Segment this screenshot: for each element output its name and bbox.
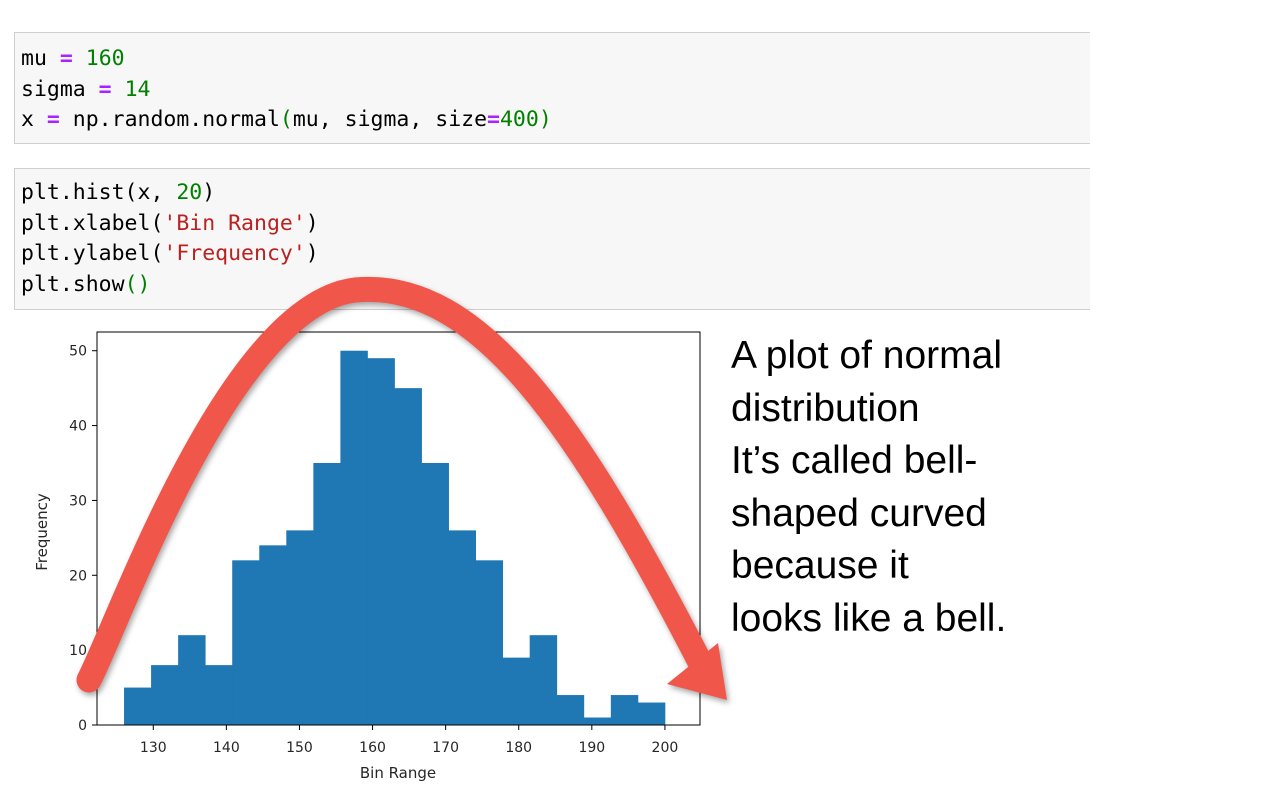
y-axis-label: Frequency: [33, 493, 51, 571]
y-axis-ticks: 0 10 20 30 40 50: [69, 344, 97, 734]
histogram-bar: [502, 657, 531, 725]
code-token: np.random.normal: [59, 107, 280, 132]
histogram-bar: [556, 695, 585, 725]
histogram-bar: [232, 560, 260, 725]
annotation-line: A plot of normal: [731, 334, 1002, 377]
code-token: 14: [124, 76, 151, 102]
code-token: =: [487, 107, 500, 132]
annotation-line: shaped curved: [731, 491, 987, 535]
y-tick-label: 20: [69, 568, 87, 584]
code-token: =: [59, 46, 73, 71]
annotation-line: looks like a bell.: [731, 596, 1007, 640]
histogram-bar: [340, 350, 368, 725]
code-line: plt.show(): [21, 270, 1090, 301]
x-tick-label: 140: [213, 740, 240, 756]
code-token: 160: [85, 46, 125, 71]
code-token: ): [538, 107, 552, 132]
x-tick-label: 170: [432, 740, 459, 756]
code-token: plt.ylabel(: [21, 241, 164, 266]
histogram-chart: 130 140 150 160 170 180 190 200 0 10 20 30 40 50 Bin…: [33, 331, 701, 782]
code-token: mu: [21, 46, 60, 71]
code-cell-1[interactable]: mu = 160 sigma = 14 x = np.random.normal(m…: [14, 32, 1090, 144]
histogram-bar: [475, 560, 504, 725]
code-token: (: [279, 107, 293, 132]
y-tick-label: 30: [69, 493, 87, 509]
x-tick-label: 130: [140, 740, 167, 756]
code-line: plt.hist(x, 20): [21, 178, 1090, 209]
code-token: (): [124, 271, 151, 297]
x-tick-label: 190: [578, 740, 605, 756]
code-line: mu = 160: [21, 44, 1090, 75]
code-token: [73, 46, 86, 71]
code-line: plt.ylabel('Frequency'): [21, 239, 1090, 270]
annotation-text: A plot of normal distribution It’s called …: [731, 330, 1251, 645]
code-token: ): [305, 210, 319, 236]
code-token: plt.xlabel(: [21, 210, 164, 236]
code-token: plt.hist(x,: [21, 180, 177, 205]
x-tick-label: 160: [359, 740, 386, 756]
y-tick-label: 0: [78, 718, 87, 734]
code-line: x = np.random.normal(mu, sigma, size=400…: [21, 105, 1090, 136]
y-tick-label: 50: [69, 344, 87, 360]
code-token: sigma: [21, 76, 99, 102]
histogram-bar: [610, 695, 639, 725]
histogram-bar: [394, 388, 422, 725]
code-token: 400: [499, 107, 539, 132]
code-cell-2[interactable]: plt.hist(x, 20) plt.xlabel('Bin Range') pl…: [14, 168, 1090, 310]
code-token: ): [202, 180, 216, 205]
code-token: [112, 77, 125, 102]
histogram-bar: [313, 463, 341, 725]
histogram-bar: [367, 358, 395, 725]
histogram-bar: [178, 635, 206, 725]
code-token: =: [46, 107, 60, 132]
histogram-bar: [124, 687, 152, 725]
code-token: =: [98, 76, 112, 102]
annotation-line: because it: [731, 544, 909, 587]
x-tick-label: 150: [286, 740, 313, 756]
code-token: mu, sigma, size: [292, 107, 488, 132]
x-tick-label: 200: [652, 740, 679, 756]
histogram-bar: [151, 665, 179, 725]
annotation-line: distribution: [731, 386, 920, 430]
histogram-bar: [529, 635, 558, 725]
y-tick-label: 40: [69, 419, 87, 435]
code-token: x: [21, 107, 47, 132]
x-axis-ticks: 130 140 150 160 170 180 190 200: [140, 725, 678, 756]
plot-area: 130 140 150 160 170 180 190 200 0 10 20 30 40 50 Bin…: [33, 331, 701, 782]
histogram-bar: [583, 717, 612, 725]
annotation-line: It’s called bell-: [731, 439, 978, 482]
histogram-bar: [448, 530, 477, 725]
histogram-bar: [637, 702, 666, 725]
y-tick-label: 10: [69, 643, 87, 659]
code-token: 'Bin Range': [163, 210, 306, 236]
histogram-bar: [259, 545, 287, 725]
x-tick-label: 180: [505, 740, 532, 756]
code-token: 20: [176, 180, 203, 205]
code-line: sigma = 14: [21, 75, 1090, 106]
histogram-bar: [421, 463, 449, 725]
code-token: plt.show: [21, 271, 125, 297]
code-token: ): [305, 241, 319, 266]
histogram-bar: [286, 530, 314, 725]
histogram-bar: [205, 665, 233, 725]
x-axis-label: Bin Range: [360, 764, 436, 782]
code-line: plt.xlabel('Bin Range'): [21, 209, 1090, 240]
histogram-bars: [124, 350, 666, 725]
code-token: 'Frequency': [163, 241, 306, 266]
